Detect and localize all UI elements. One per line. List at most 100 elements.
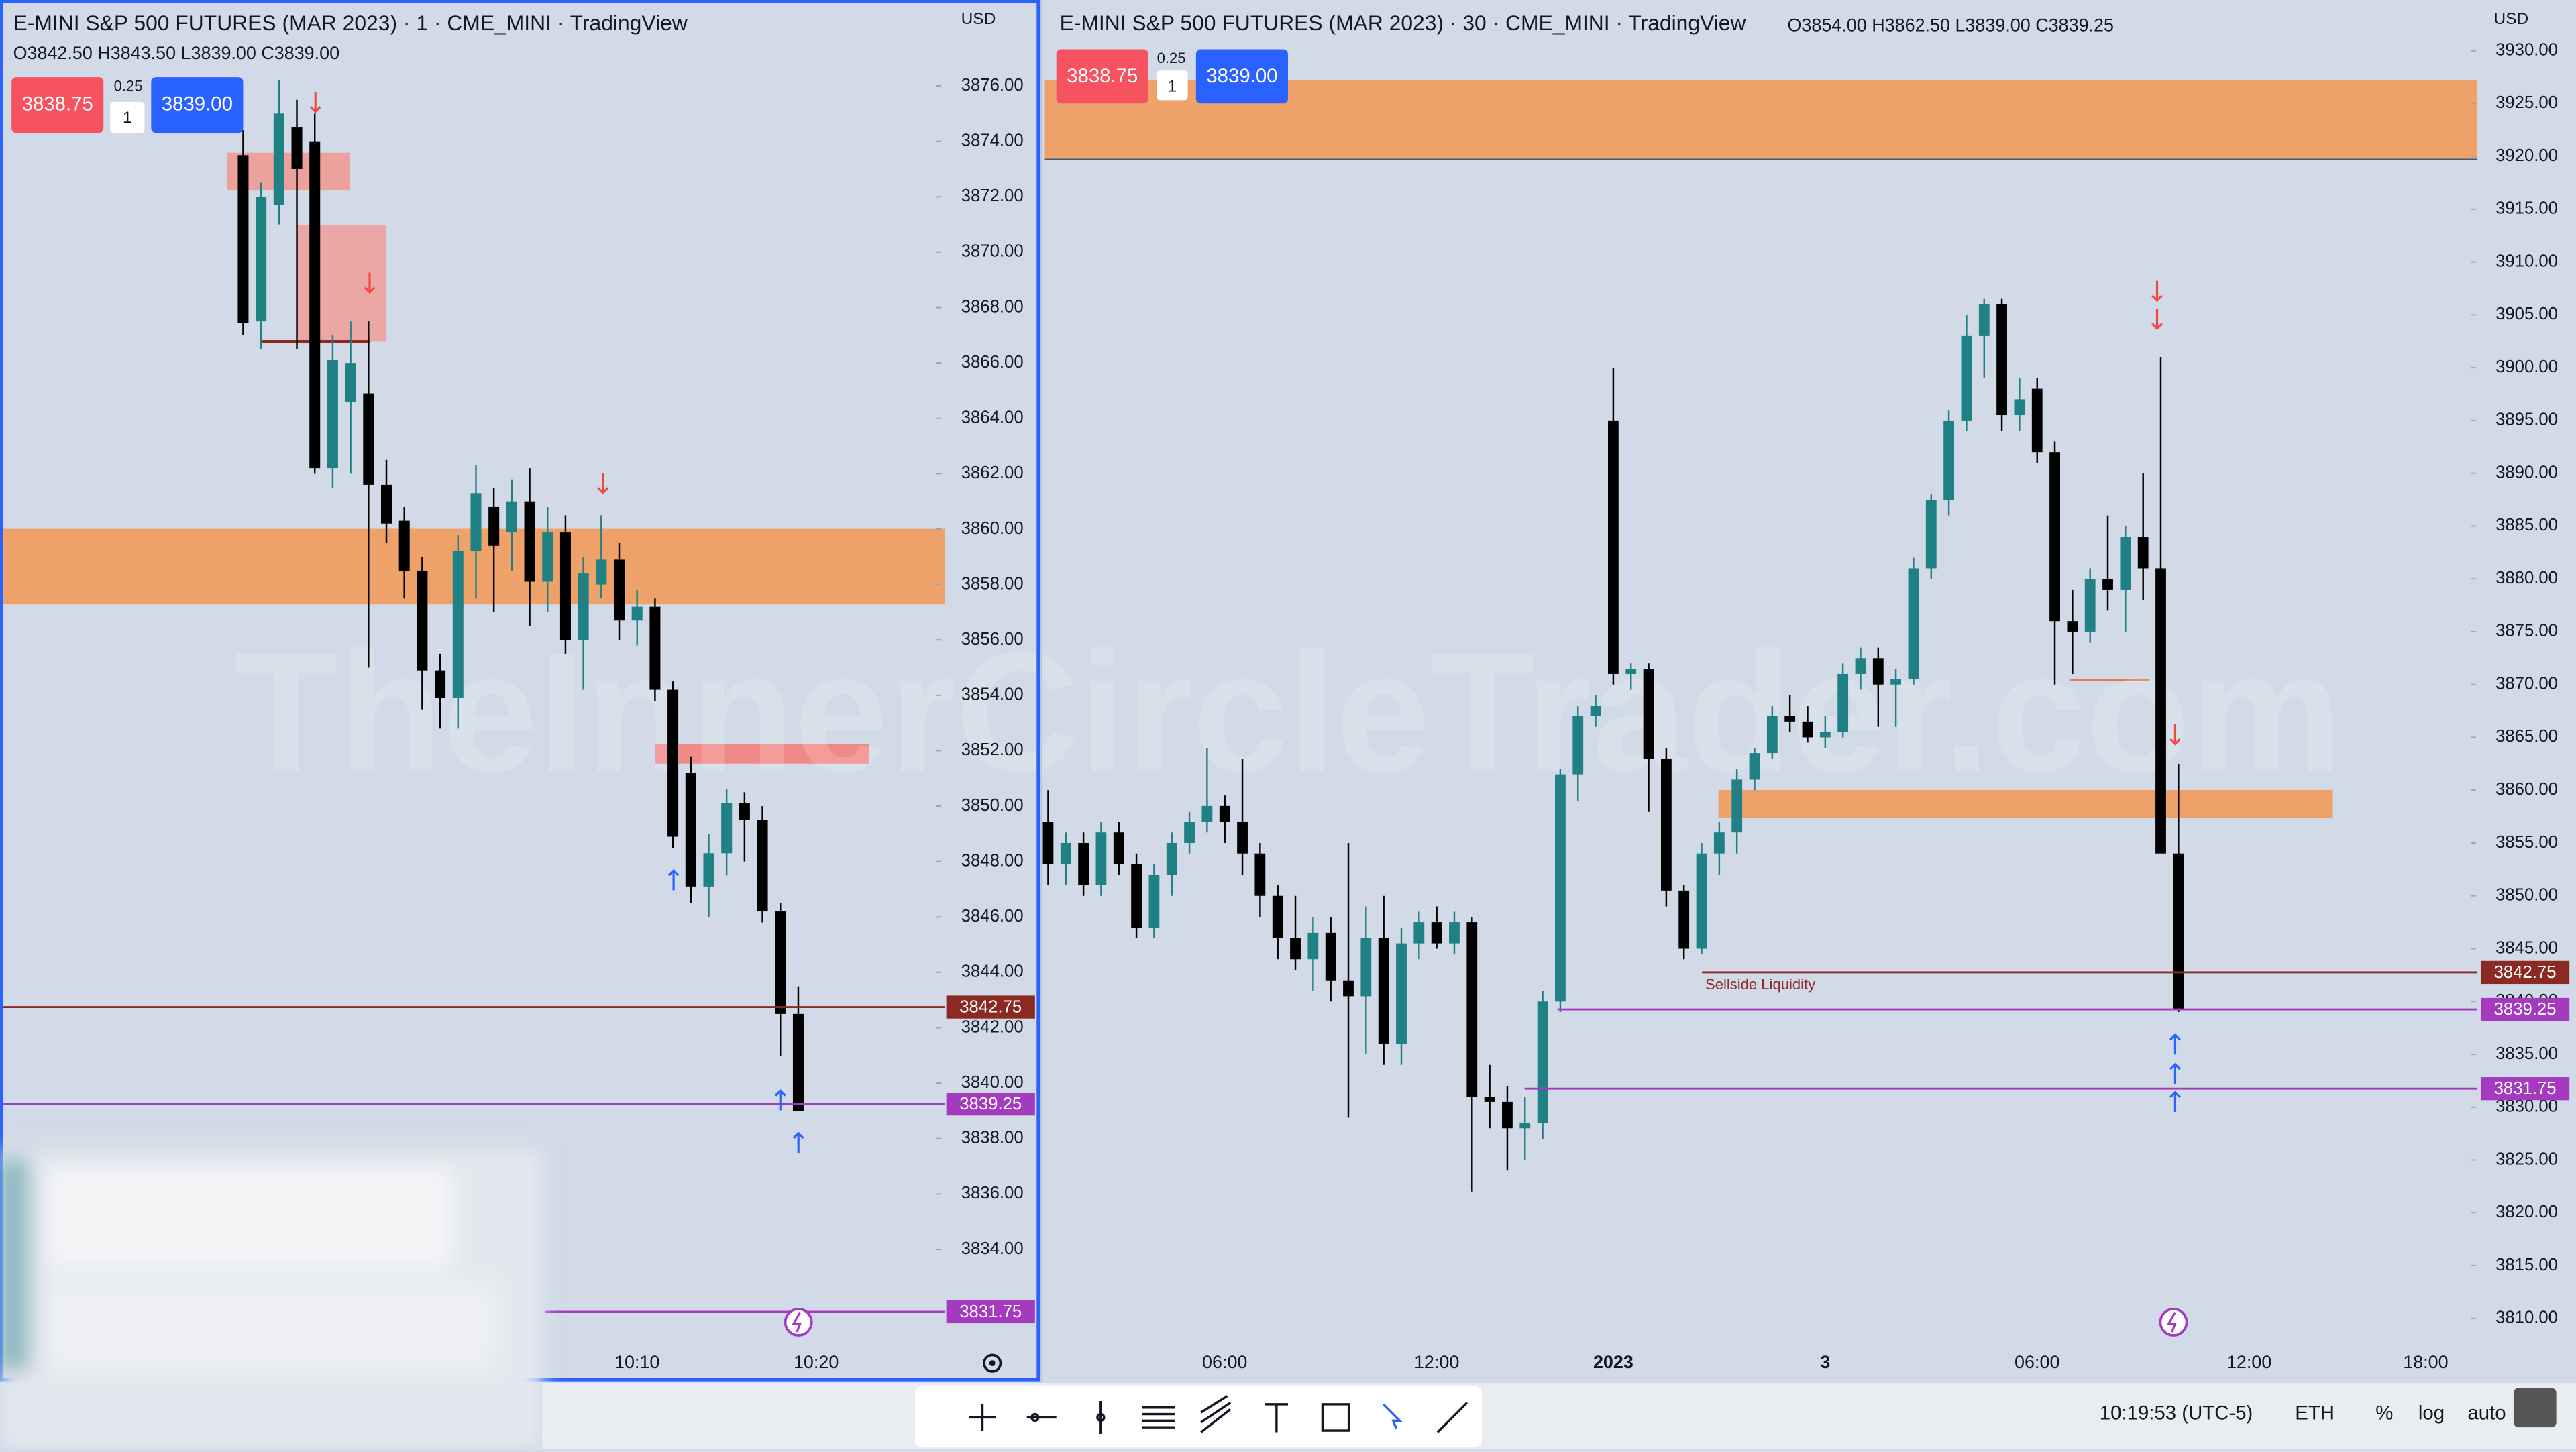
x-tick-label: 06:00 bbox=[2015, 1352, 2059, 1372]
chart-title: E-MINI S&P 500 FUTURES (MAR 2023) · 30 ·… bbox=[1060, 11, 1747, 35]
candle-body bbox=[1749, 753, 1760, 780]
y-tick-label: 3834.00 bbox=[961, 1239, 1024, 1258]
candle-body bbox=[2067, 621, 2078, 632]
candle-body bbox=[1060, 842, 1071, 864]
status-bar bbox=[542, 1383, 2576, 1449]
y-tick-label: 3930.00 bbox=[2496, 40, 2558, 59]
candle-body bbox=[1378, 938, 1389, 1044]
settings-icon[interactable] bbox=[983, 1353, 1002, 1373]
price-tag bbox=[2480, 1077, 2570, 1101]
sell-button[interactable] bbox=[1056, 49, 1148, 104]
sell-button[interactable] bbox=[11, 77, 104, 133]
candle-body bbox=[1784, 716, 1796, 722]
y-tick-label: 3838.00 bbox=[961, 1129, 1024, 1148]
candle-body bbox=[524, 501, 535, 582]
x-tick-label: 10:10 bbox=[614, 1352, 659, 1372]
candle-body bbox=[1166, 842, 1177, 875]
candle-body bbox=[273, 113, 284, 205]
y-tick-label: 3864.00 bbox=[961, 408, 1024, 427]
y-tick-label: 3810.00 bbox=[2496, 1308, 2558, 1327]
session[interactable]: ETH bbox=[2295, 1402, 2334, 1424]
price-tag-label: 3842.75 bbox=[2494, 963, 2557, 982]
y-tick-label: 3856.00 bbox=[961, 630, 1024, 649]
x-tick-label: 2023 bbox=[1593, 1352, 1633, 1372]
y-tick-label: 3862.00 bbox=[961, 463, 1024, 482]
toolbar-icons[interactable] bbox=[969, 1395, 1468, 1434]
arrow-marker bbox=[667, 869, 680, 891]
candle-body bbox=[1590, 706, 1601, 716]
blurred-panel bbox=[0, 1150, 543, 1449]
arrow-marker bbox=[792, 1131, 804, 1154]
candle-body bbox=[1537, 1001, 1548, 1123]
candle-body bbox=[237, 155, 249, 323]
candle-body bbox=[488, 506, 500, 546]
currency[interactable]: USD bbox=[2494, 10, 2529, 28]
candle-body bbox=[1396, 943, 1407, 1044]
candle-body bbox=[363, 393, 374, 485]
arrow-marker bbox=[2151, 280, 2163, 302]
price-tag bbox=[2480, 997, 2570, 1021]
alert-icon[interactable] bbox=[2159, 1308, 2188, 1337]
y-tick-label: 3890.00 bbox=[2496, 463, 2558, 482]
quantity[interactable]: 1 bbox=[1168, 77, 1177, 95]
candle-body bbox=[1449, 922, 1460, 944]
candle-body bbox=[1713, 832, 1725, 854]
buy-price[interactable]: 3839.00 bbox=[162, 93, 233, 115]
x-tick-label: 3 bbox=[1820, 1352, 1830, 1372]
sell-price[interactable]: 3838.75 bbox=[1067, 65, 1138, 87]
candle-body bbox=[2102, 579, 2113, 590]
candle-body bbox=[1766, 716, 1778, 754]
candle-body bbox=[470, 493, 482, 552]
quantity-box[interactable] bbox=[110, 101, 145, 133]
quantity[interactable]: 1 bbox=[123, 109, 132, 127]
spread: 0.25 bbox=[1157, 50, 1186, 66]
arrow-marker bbox=[2151, 309, 2163, 331]
candle-body bbox=[721, 803, 733, 854]
quantity-box[interactable] bbox=[1157, 70, 1188, 101]
percent-toggle[interactable]: % bbox=[2375, 1402, 2393, 1424]
candle-body bbox=[309, 141, 321, 469]
y-tick-label: 3876.00 bbox=[961, 76, 1024, 95]
arrow-marker bbox=[2169, 1062, 2181, 1084]
y-tick-label: 3858.00 bbox=[961, 574, 1024, 593]
price-tag-label: 3839.25 bbox=[2494, 1000, 2557, 1019]
y-tick-label: 3905.00 bbox=[2496, 304, 2558, 323]
candle-body bbox=[452, 551, 464, 698]
y-tick-label: 3855.00 bbox=[2496, 833, 2558, 852]
alert-icon[interactable] bbox=[784, 1308, 813, 1337]
candle-body bbox=[1413, 922, 1425, 944]
candle-body bbox=[2173, 853, 2184, 1010]
candle-body bbox=[1855, 658, 1866, 674]
candle-body bbox=[1184, 822, 1195, 843]
candle-body bbox=[2084, 579, 2096, 632]
buy-button[interactable] bbox=[1195, 49, 1288, 104]
buy-button[interactable] bbox=[151, 77, 244, 133]
price-tag-label: 3839.25 bbox=[959, 1095, 1022, 1113]
currency[interactable]: USD bbox=[961, 10, 996, 28]
sell-price[interactable]: 3838.75 bbox=[22, 93, 93, 115]
candle-body bbox=[578, 573, 589, 640]
candle-body bbox=[1254, 853, 1266, 896]
candle-body bbox=[1819, 732, 1831, 738]
y-tick-label: 3836.00 bbox=[961, 1184, 1024, 1203]
arrow-marker bbox=[2169, 1091, 2181, 1112]
auto-toggle[interactable]: auto bbox=[2467, 1402, 2506, 1424]
y-tick-label: 3854.00 bbox=[961, 685, 1024, 704]
candle-body bbox=[1572, 716, 1584, 775]
price-tag bbox=[946, 995, 1035, 1019]
avatar[interactable] bbox=[2513, 1388, 2557, 1428]
y-tick-label: 3815.00 bbox=[2496, 1255, 2558, 1274]
candle-body bbox=[1555, 774, 1566, 1002]
plot-layer: 3834.00 3836.00 3838.00 3840.00 3842.00 3844.… bbox=[0, 40, 2558, 1372]
price-tag-label: 3831.75 bbox=[2494, 1079, 2557, 1098]
candle-body bbox=[1802, 721, 1813, 738]
chart-title: E-MINI S&P 500 FUTURES (MAR 2023) · 1 · … bbox=[13, 11, 688, 35]
candle-body bbox=[775, 911, 786, 1014]
candle-body bbox=[1996, 304, 2007, 416]
candle-body bbox=[1908, 568, 1919, 679]
log-toggle[interactable]: log bbox=[2418, 1402, 2445, 1424]
candle-body bbox=[1643, 669, 1654, 759]
candle-body bbox=[792, 1013, 804, 1111]
candle-body bbox=[1660, 758, 1672, 891]
buy-price[interactable]: 3839.00 bbox=[1206, 65, 1277, 87]
